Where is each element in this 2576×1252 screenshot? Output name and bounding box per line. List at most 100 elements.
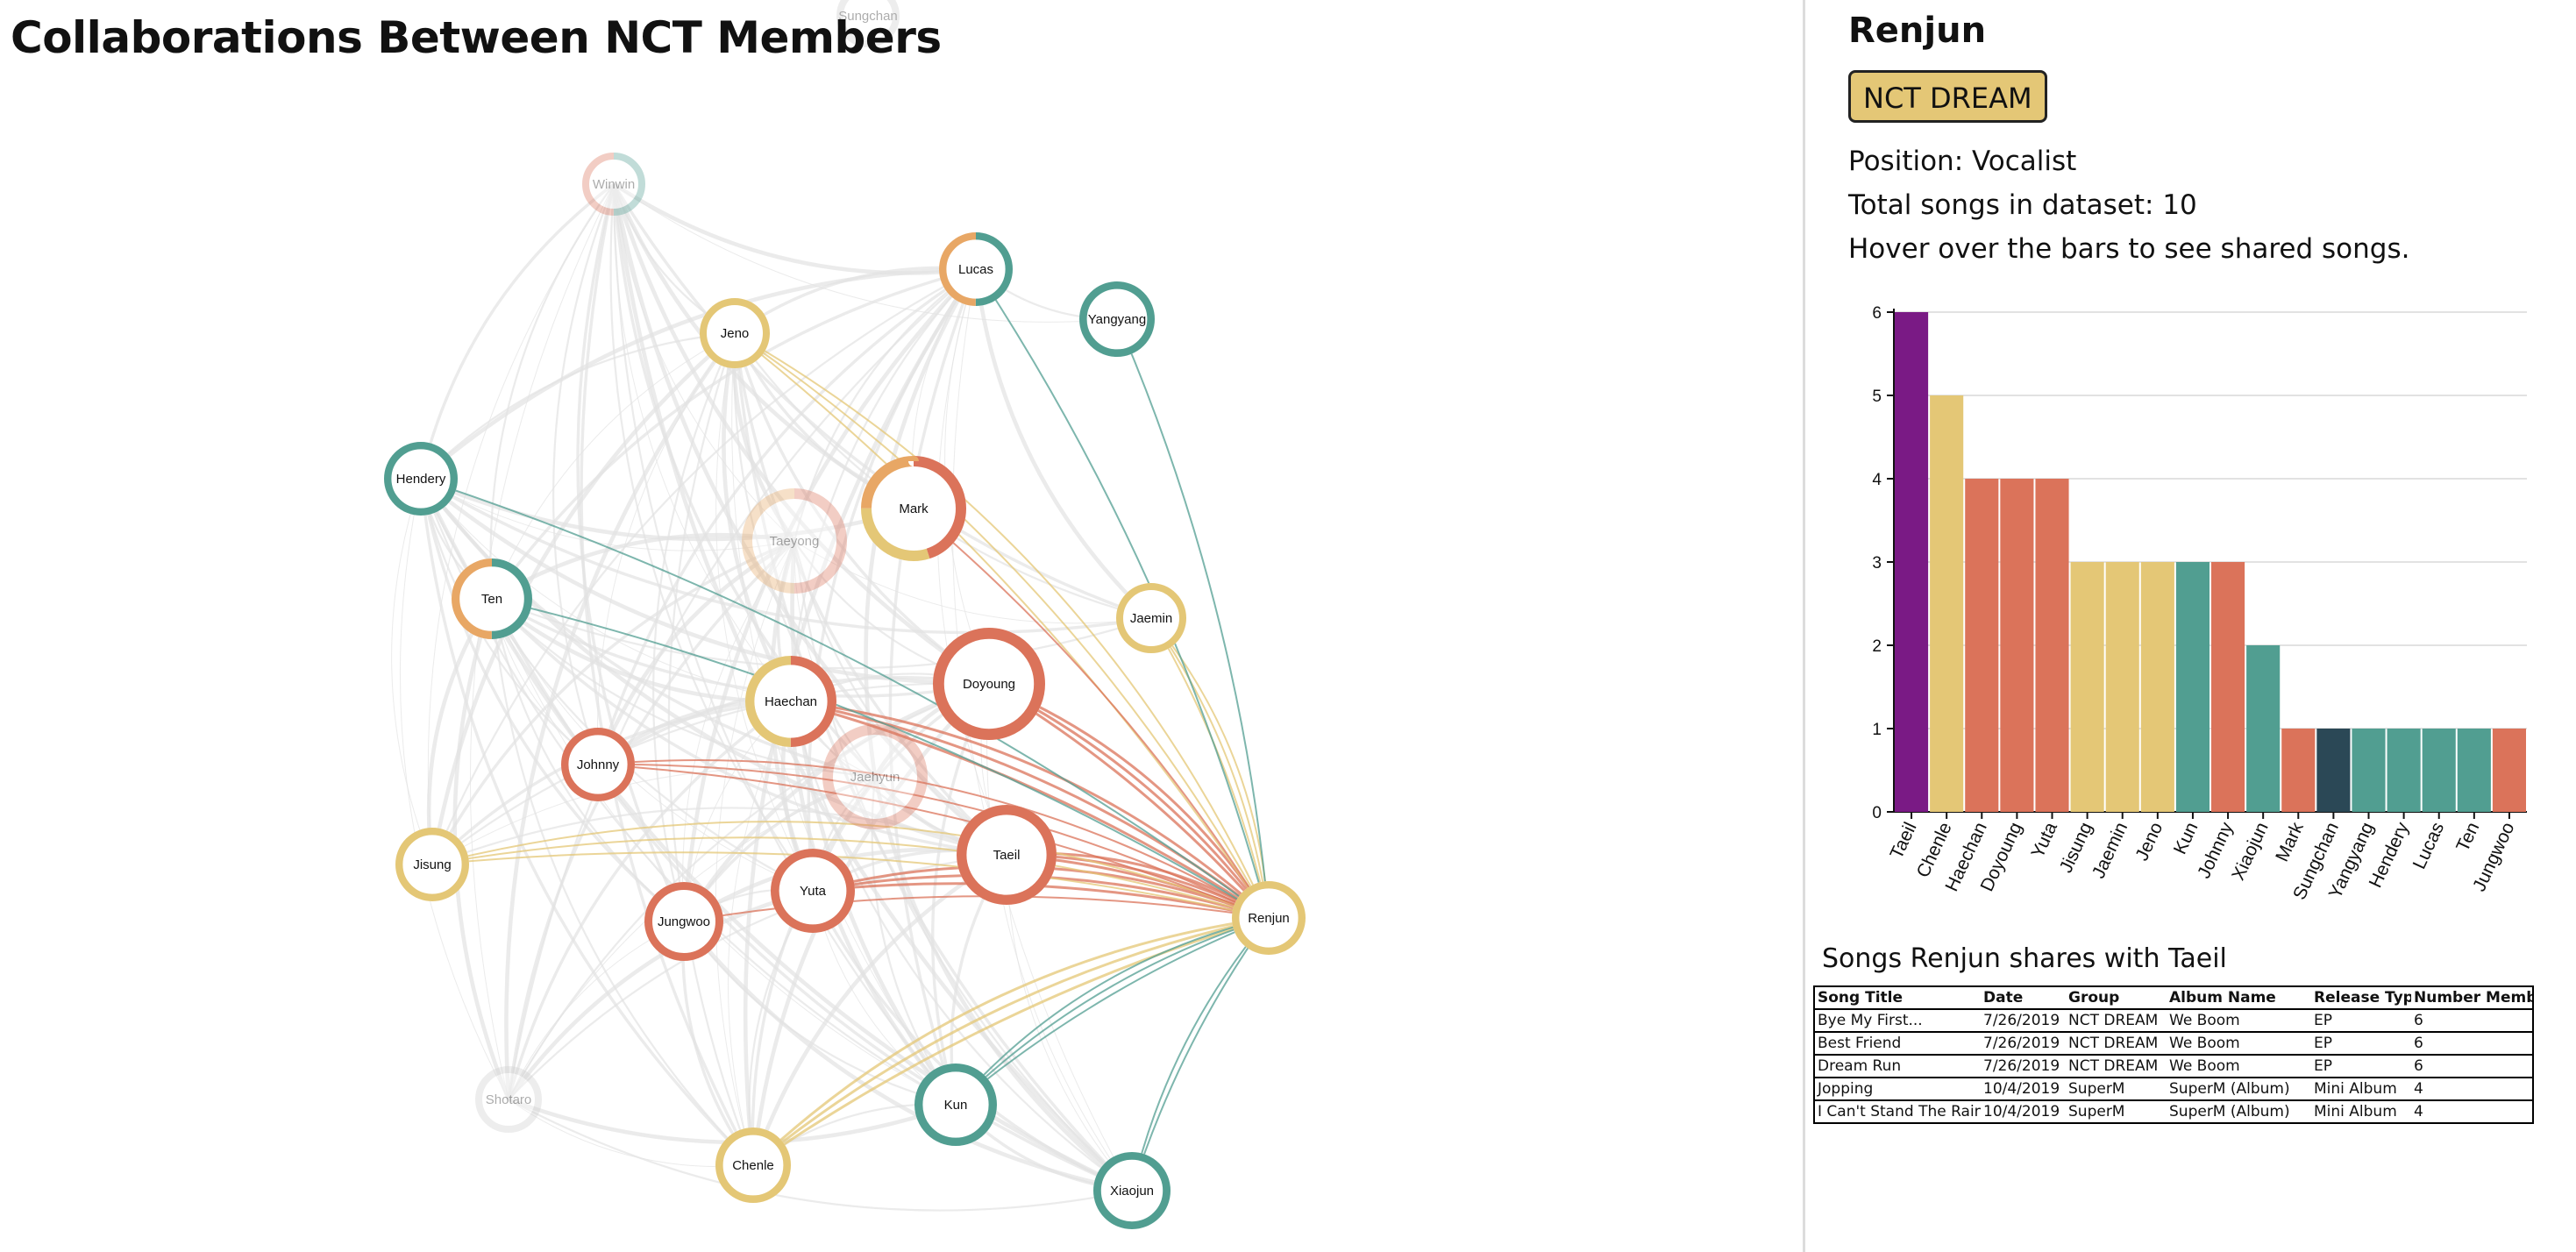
- highlighted-link-jeno: [734, 332, 1270, 919]
- table-cell: EP: [2311, 1008, 2411, 1033]
- node-ring-segment: [914, 1063, 997, 1147]
- node-johnny[interactable]: Johnny: [561, 727, 636, 801]
- node-fill: [933, 628, 1045, 740]
- node-fill: [644, 882, 723, 961]
- node-jeno[interactable]: Jeno: [700, 298, 770, 368]
- node-yangyang[interactable]: Yangyang: [1078, 281, 1155, 357]
- node-taeil[interactable]: Taeil: [957, 805, 1057, 906]
- table-cell: 10/4/2019: [1981, 1077, 2066, 1101]
- node-taeyong[interactable]: Taeyong: [742, 488, 847, 594]
- table-cell: NCT DREAM: [2066, 1031, 2167, 1056]
- node-label: Jeno: [721, 326, 750, 341]
- node-label: Winwin: [593, 177, 635, 192]
- highlighted-link-jungwoo: [683, 895, 1270, 922]
- bar-haechan[interactable]: [1965, 479, 1999, 812]
- column-header: Album Name: [2167, 985, 2311, 1010]
- bar-jaemin[interactable]: [2105, 562, 2139, 812]
- node-ring-segment: [451, 558, 532, 640]
- table-cell: 7/26/2019: [1981, 1054, 2066, 1078]
- node-doyoung[interactable]: Doyoung: [933, 627, 1046, 740]
- node-jisung[interactable]: Jisung: [395, 827, 470, 901]
- bar-doyoung[interactable]: [2000, 479, 2034, 812]
- node-ring-segment: [861, 456, 966, 561]
- bar-jeno[interactable]: [2140, 562, 2174, 812]
- node-label: Sungchan: [838, 9, 898, 24]
- y-tick-label: 3: [1872, 554, 1882, 573]
- node-sungchan[interactable]: Sungchan: [836, 0, 900, 47]
- collab-link: [973, 268, 1153, 620]
- bar-jisung[interactable]: [2070, 562, 2104, 812]
- table-cell: SuperM (Album): [2167, 1099, 2311, 1124]
- table-cell: Best Friend: [1814, 1031, 1981, 1056]
- collab-link: [722, 332, 793, 703]
- node-fill: [771, 849, 855, 933]
- collab-link: [490, 532, 795, 601]
- bar-yuta[interactable]: [2035, 479, 2069, 812]
- node-label: Taeyong: [770, 534, 820, 549]
- collab-link: [789, 701, 1133, 1192]
- node-label: Chenle: [732, 1158, 774, 1173]
- node-label: Hendery: [396, 472, 446, 487]
- node-shotaro[interactable]: Shotaro: [475, 1066, 542, 1133]
- node-hendery[interactable]: Hendery: [384, 441, 459, 516]
- bar-lucas[interactable]: [2422, 729, 2456, 812]
- node-ring-segment: [700, 298, 770, 368]
- node-ring-segment: [957, 805, 1057, 906]
- bar-sungchan[interactable]: [2316, 729, 2351, 812]
- collab-link: [504, 331, 737, 1100]
- table-cell: 10/4/2019: [1981, 1099, 2066, 1124]
- member-name: Renjun: [1848, 11, 1987, 51]
- highlighted-link-hendery: [420, 478, 1270, 919]
- node-xiaojun[interactable]: Xiaojun: [1093, 1151, 1171, 1229]
- highlighted-link-jisung: [431, 836, 1270, 919]
- node-jungwoo[interactable]: Jungwoo: [644, 882, 723, 961]
- bar-taeil[interactable]: [1895, 312, 1929, 812]
- highlighted-link-haechan: [790, 700, 1270, 920]
- node-fill: [1093, 1152, 1171, 1229]
- node-haechan[interactable]: Haechan: [745, 655, 837, 747]
- column-header: Song Title: [1814, 985, 1981, 1010]
- node-fill: [582, 153, 645, 216]
- collab-link: [419, 478, 755, 1167]
- bar-chenle[interactable]: [1930, 395, 1964, 812]
- bar-kun[interactable]: [2175, 562, 2210, 812]
- node-fill: [861, 456, 966, 561]
- node-jaehyun[interactable]: Jaehyun: [822, 724, 928, 829]
- node-ring-segment: [770, 849, 855, 934]
- bar-hendery[interactable]: [2387, 729, 2421, 812]
- collab-link: [419, 182, 616, 480]
- panel-divider: [1803, 0, 1805, 1252]
- network-graph[interactable]: Sungchan Winwin Lucas Yangyang Jeno Hendery Ma…: [0, 0, 1797, 1252]
- node-label: Jaehyun: [850, 770, 900, 785]
- bar-yangyang[interactable]: [2352, 729, 2386, 812]
- bar-jungwoo[interactable]: [2492, 729, 2526, 812]
- table-cell: EP: [2311, 1031, 2411, 1056]
- node-ring-segment: [745, 655, 837, 747]
- node-label: Xiaojun: [1110, 1184, 1154, 1199]
- bar-xiaojun[interactable]: [2246, 645, 2281, 812]
- bar-mark[interactable]: [2281, 729, 2316, 812]
- node-fill: [914, 1063, 997, 1146]
- node-mark[interactable]: Mark: [861, 456, 966, 561]
- node-lucas[interactable]: Lucas: [939, 232, 1014, 307]
- collab-link: [490, 598, 754, 1166]
- node-winwin[interactable]: Winwin: [582, 153, 645, 216]
- node-ring-segment: [939, 232, 1014, 307]
- bar-ten[interactable]: [2457, 729, 2491, 812]
- node-chenle[interactable]: Chenle: [715, 1128, 792, 1204]
- y-tick-label: 4: [1872, 471, 1882, 489]
- node-label: Haechan: [765, 694, 817, 709]
- highlighted-link-yangyang: [1116, 318, 1270, 919]
- node-renjun[interactable]: Renjun: [1232, 881, 1306, 956]
- node-fill: [745, 656, 836, 747]
- node-fill: [1232, 881, 1306, 955]
- node-jaemin[interactable]: Jaemin: [1116, 583, 1186, 653]
- node-ten[interactable]: Ten: [451, 558, 532, 640]
- highlighted-link-chenle: [751, 916, 1270, 1167]
- highlighted-link-lucas: [975, 268, 1270, 919]
- node-ring-segment: [582, 153, 645, 216]
- node-kun[interactable]: Kun: [914, 1063, 997, 1147]
- bar-johnny[interactable]: [2211, 562, 2245, 812]
- node-yuta[interactable]: Yuta: [770, 849, 855, 934]
- node-label: Yangyang: [1088, 312, 1146, 327]
